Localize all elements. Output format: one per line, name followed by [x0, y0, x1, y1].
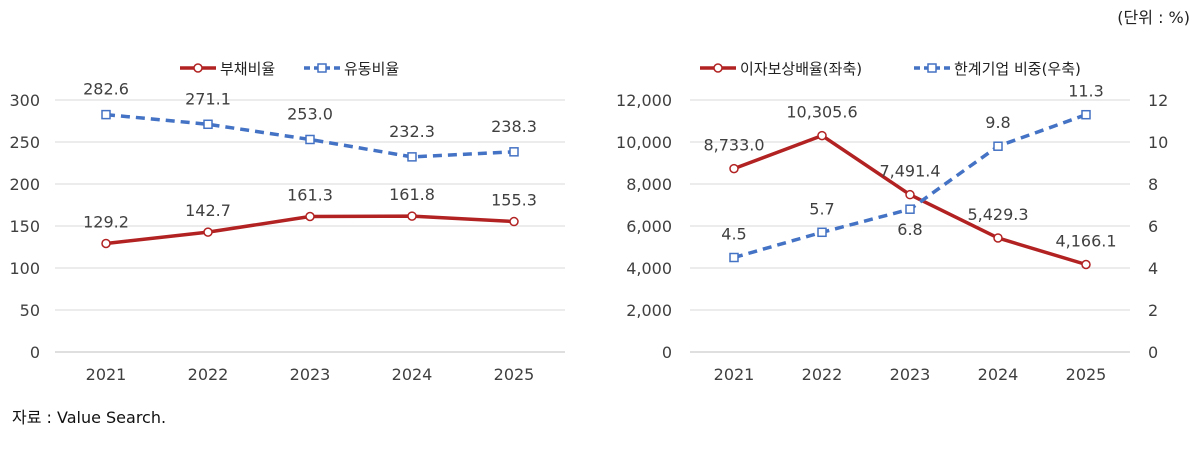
data-label: 7,491.4: [879, 162, 940, 181]
data-label: 5.7: [809, 199, 834, 218]
data-point: [407, 211, 417, 221]
data-point: [1081, 259, 1091, 270]
data-point: [509, 216, 519, 227]
legend-label: 이자보상배율(좌축): [740, 60, 862, 78]
data-label: 8,733.0: [703, 136, 764, 155]
data-point: [993, 233, 1003, 243]
data-label: 142.7: [185, 201, 231, 220]
data-point: [817, 227, 827, 238]
data-point: [203, 119, 213, 130]
y-tick-label: 8,000: [626, 175, 672, 194]
series-line: [733, 133, 1087, 267]
data-label: 5,429.3: [967, 205, 1028, 224]
unit-note: (단위 : %): [1117, 8, 1190, 27]
y2-tick-label: 0: [1148, 343, 1158, 362]
data-point: [905, 189, 915, 200]
legend-label: 한계기업 비중(우축): [954, 60, 1081, 78]
legend-label: 부채비율: [220, 60, 275, 78]
y-tick-label: 150: [9, 217, 40, 236]
x-tick-label: 2023: [290, 365, 331, 384]
data-label: 161.8: [389, 185, 435, 204]
y2-tick-label: 2: [1148, 301, 1158, 320]
y-tick-label: 300: [9, 91, 40, 110]
data-label: 161.3: [287, 186, 333, 205]
data-label: 4.5: [721, 225, 746, 244]
x-tick-label: 2023: [890, 365, 931, 384]
x-tick-label: 2021: [714, 365, 755, 384]
data-label: 6.8: [897, 220, 922, 239]
y-tick-label: 4,000: [626, 259, 672, 278]
data-point: [509, 147, 519, 157]
data-point: [905, 204, 915, 214]
x-tick-label: 2021: [86, 365, 127, 384]
legend-marker: [317, 63, 327, 73]
y2-tick-label: 12: [1148, 91, 1168, 110]
legend-marker: [927, 63, 937, 73]
data-point: [407, 152, 417, 162]
data-point: [817, 130, 827, 141]
data-label: 155.3: [491, 191, 537, 210]
x-tick-label: 2025: [494, 365, 535, 384]
data-label: 4,166.1: [1055, 232, 1116, 251]
y-tick-label: 2,000: [626, 301, 672, 320]
x-tick-label: 2022: [802, 365, 843, 384]
data-label: 282.6: [83, 80, 129, 99]
interest-coverage-chart: 0 2,000 4,000 6,000 8,000 10,000 12,000 0 2 4 6 8 10…: [616, 60, 1168, 384]
data-label: 253.0: [287, 104, 333, 123]
legend-marker: [713, 63, 723, 73]
data-point: [1081, 109, 1091, 120]
data-point: [729, 252, 739, 263]
legend-marker: [193, 63, 203, 73]
y-tick-label: 50: [20, 301, 40, 320]
y-tick-label: 200: [9, 175, 40, 194]
data-label: 271.1: [185, 89, 231, 108]
y2-tick-label: 10: [1148, 133, 1168, 152]
y2-tick-label: 4: [1148, 259, 1158, 278]
y-tick-label: 0: [662, 343, 672, 362]
y-tick-label: 10,000: [616, 133, 672, 152]
y-tick-label: 0: [30, 343, 40, 362]
y-tick-label: 250: [9, 133, 40, 152]
data-point: [729, 163, 739, 174]
y-tick-label: 12,000: [616, 91, 672, 110]
x-tick-label: 2022: [188, 365, 229, 384]
x-tick-label: 2025: [1066, 365, 1107, 384]
data-point: [101, 109, 111, 120]
y2-tick-label: 6: [1148, 217, 1158, 236]
data-point: [305, 211, 315, 222]
legend-label: 유동비율: [344, 60, 399, 78]
y-tick-label: 6,000: [626, 217, 672, 236]
debt-liquidity-chart: 0 50 100 150 200 250 300 2021 2022 2023 2024 2025 부채…: [9, 60, 565, 384]
series-line: [105, 112, 515, 159]
x-tick-label: 2024: [392, 365, 433, 384]
y2-tick-label: 8: [1148, 175, 1158, 194]
x-tick-label: 2024: [978, 365, 1019, 384]
data-point: [305, 134, 315, 145]
y-tick-label: 100: [9, 259, 40, 278]
data-label: 232.3: [389, 122, 435, 141]
data-label: 238.3: [491, 117, 537, 136]
data-label: 9.8: [985, 113, 1010, 132]
data-label: 129.2: [83, 212, 129, 231]
data-point: [993, 141, 1003, 151]
data-label: 10,305.6: [786, 103, 857, 122]
data-point: [101, 238, 111, 249]
source-note: 자료 : Value Search.: [12, 408, 167, 427]
data-label: 11.3: [1068, 82, 1104, 101]
data-point: [203, 227, 213, 237]
